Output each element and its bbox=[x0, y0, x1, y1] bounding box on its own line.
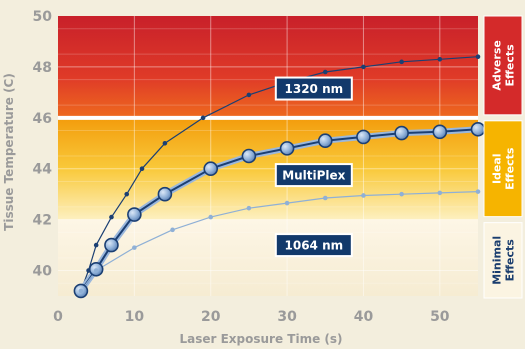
y-tick-label: 50 bbox=[33, 9, 53, 25]
data-point-s1-9 bbox=[356, 129, 371, 145]
zone-box-2 bbox=[483, 222, 523, 299]
data-point-s1-4 bbox=[157, 186, 173, 202]
effect-zones-legend: AdverseEffects IdealEffects MinimalEffects bbox=[483, 15, 523, 299]
data-point-s1-6 bbox=[241, 148, 257, 164]
data-point-s0-14 bbox=[475, 54, 481, 60]
data-point-s1-2 bbox=[104, 237, 119, 253]
x-tick-label: 50 bbox=[430, 309, 450, 325]
axis-ticks: 0 10 20 30 40 50 40 42 44 46 48 50 bbox=[33, 9, 450, 325]
data-point-s0-4 bbox=[124, 191, 130, 197]
series-label-1: MultiPlex bbox=[282, 169, 345, 183]
data-point-s2-11 bbox=[475, 189, 481, 194]
data-point-s0-13 bbox=[437, 56, 443, 62]
data-point-s2-10 bbox=[437, 190, 443, 196]
x-tick-label: 30 bbox=[277, 309, 297, 325]
data-point-s2-4 bbox=[208, 214, 214, 220]
x-tick-label: 20 bbox=[201, 309, 221, 325]
zone-label-2: MinimalEffects bbox=[491, 236, 517, 285]
series-label-0: 1320 nm bbox=[285, 82, 344, 96]
data-point-s0-11 bbox=[361, 64, 366, 70]
data-point-s0-7 bbox=[200, 115, 206, 121]
series-line-2 bbox=[80, 191, 479, 292]
x-tick-label: 0 bbox=[53, 309, 63, 325]
data-point-s2-2 bbox=[132, 245, 137, 250]
data-point-s1-11 bbox=[432, 124, 448, 140]
zone-band-0 bbox=[58, 16, 478, 118]
data-point-s2-5 bbox=[246, 205, 252, 211]
data-point-s1-5 bbox=[203, 161, 219, 177]
data-point-s0-6 bbox=[162, 140, 168, 146]
y-tick-label: 44 bbox=[33, 162, 53, 178]
y-tick-label: 42 bbox=[33, 213, 52, 229]
series-label-box-2 bbox=[274, 233, 353, 258]
data-point-s2-3 bbox=[170, 227, 175, 233]
x-axis-title: Laser Exposure Time (s) bbox=[179, 332, 342, 346]
zone-label-0: AdverseEffects bbox=[491, 40, 517, 90]
y-tick-label: 48 bbox=[33, 60, 52, 76]
series-markers bbox=[73, 54, 486, 299]
series-label-2: 1064 nm bbox=[285, 239, 344, 253]
data-point-s0-8 bbox=[246, 92, 252, 98]
zone-band-2 bbox=[58, 219, 478, 296]
data-point-s2-6 bbox=[284, 200, 290, 206]
x-tick-label: 40 bbox=[354, 309, 374, 325]
data-point-s2-7 bbox=[322, 195, 328, 201]
series-label-box-0 bbox=[274, 76, 353, 101]
data-point-s0-3 bbox=[109, 214, 114, 220]
x-tick-label: 10 bbox=[125, 309, 145, 325]
y-tick-label: 46 bbox=[33, 111, 52, 127]
data-point-s1-3 bbox=[127, 207, 142, 222]
series-labels: 1320 nm MultiPlex 1064 nm bbox=[274, 76, 353, 258]
grid-lines bbox=[58, 16, 478, 296]
data-point-s1-12 bbox=[470, 121, 486, 137]
data-point-s0-5 bbox=[139, 166, 145, 172]
y-tick-label: 40 bbox=[33, 264, 53, 280]
data-point-s2-0 bbox=[78, 288, 84, 294]
data-point-s2-8 bbox=[361, 193, 366, 198]
data-point-s0-12 bbox=[399, 59, 404, 65]
data-point-s2-9 bbox=[399, 191, 404, 197]
zone-label-1: IdealEffects bbox=[491, 147, 517, 190]
zone-box-0 bbox=[483, 15, 523, 116]
data-point-s0-2 bbox=[93, 242, 99, 248]
series-label-box-1 bbox=[274, 163, 353, 188]
data-point-s1-10 bbox=[394, 125, 409, 141]
data-point-s2-1 bbox=[93, 268, 99, 273]
data-point-s1-7 bbox=[279, 141, 295, 156]
data-point-s1-8 bbox=[317, 133, 333, 149]
zone-box-1 bbox=[483, 120, 523, 218]
y-axis-title: Tissue Temperature (C) bbox=[2, 73, 16, 231]
data-point-s0-10 bbox=[322, 69, 328, 75]
